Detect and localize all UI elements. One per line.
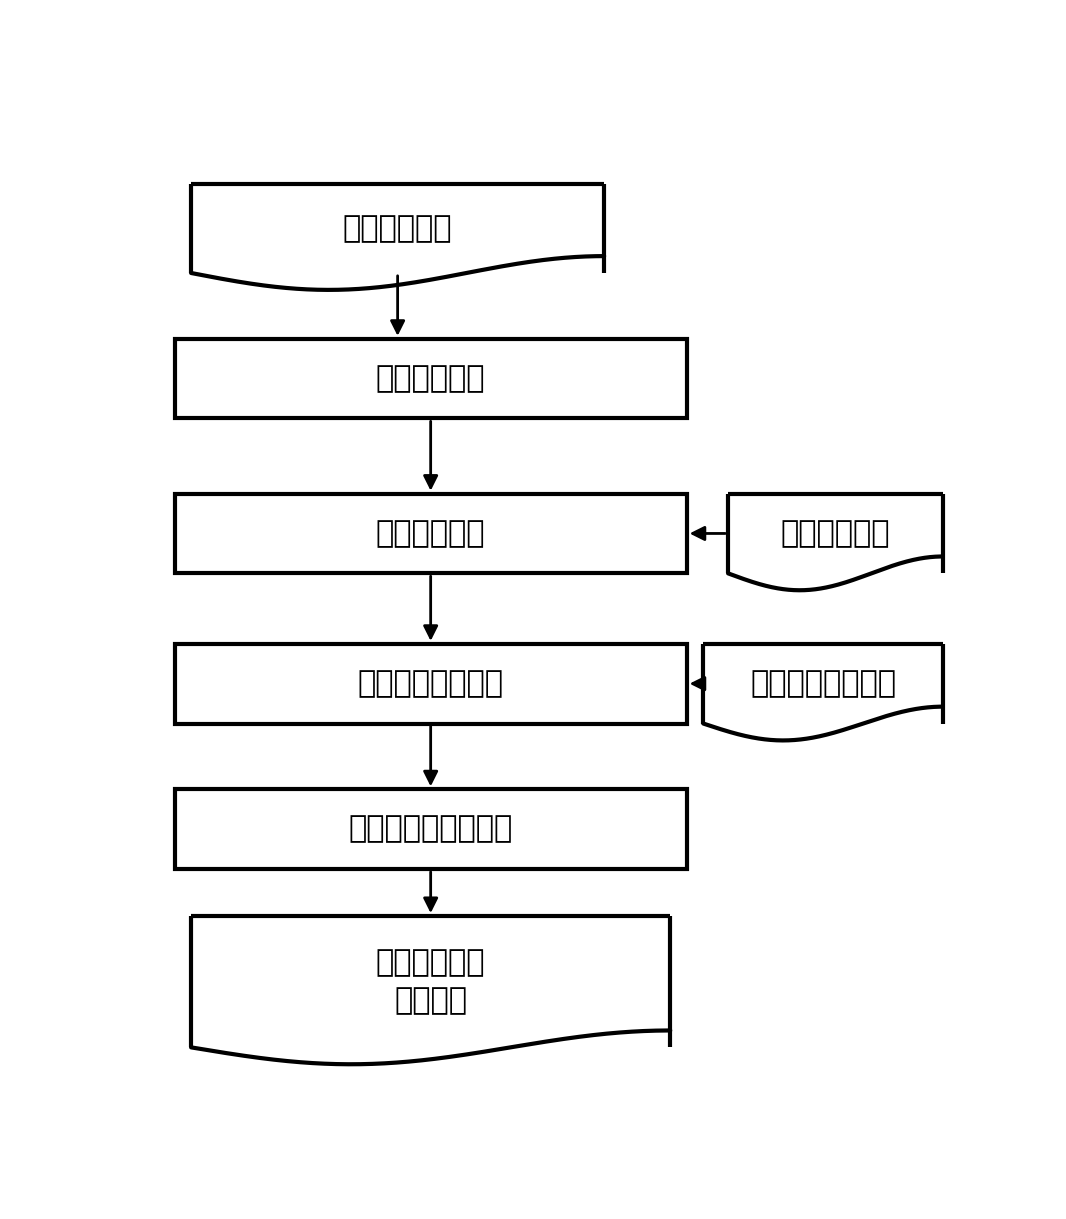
Bar xyxy=(175,789,687,869)
Text: 盾构施工故障数据: 盾构施工故障数据 xyxy=(750,669,897,698)
Text: 盾构故障标签标注: 盾构故障标签标注 xyxy=(358,669,503,698)
Bar xyxy=(728,494,942,573)
Text: 施工数据集成: 施工数据集成 xyxy=(376,519,485,549)
Bar xyxy=(175,494,687,573)
Text: 平衡数据集正负标签: 平衡数据集正负标签 xyxy=(349,814,513,844)
Text: 盾构施工数据: 盾构施工数据 xyxy=(343,213,452,243)
Bar xyxy=(704,644,942,724)
Bar xyxy=(191,184,604,273)
Text: 外部环境数据: 外部环境数据 xyxy=(780,519,890,549)
Bar xyxy=(191,915,671,1047)
Bar xyxy=(175,644,687,724)
Text: 盾构施工数据
集成数据: 盾构施工数据 集成数据 xyxy=(376,948,485,1015)
Bar xyxy=(175,339,687,418)
Text: 施工数据清理: 施工数据清理 xyxy=(376,364,485,393)
